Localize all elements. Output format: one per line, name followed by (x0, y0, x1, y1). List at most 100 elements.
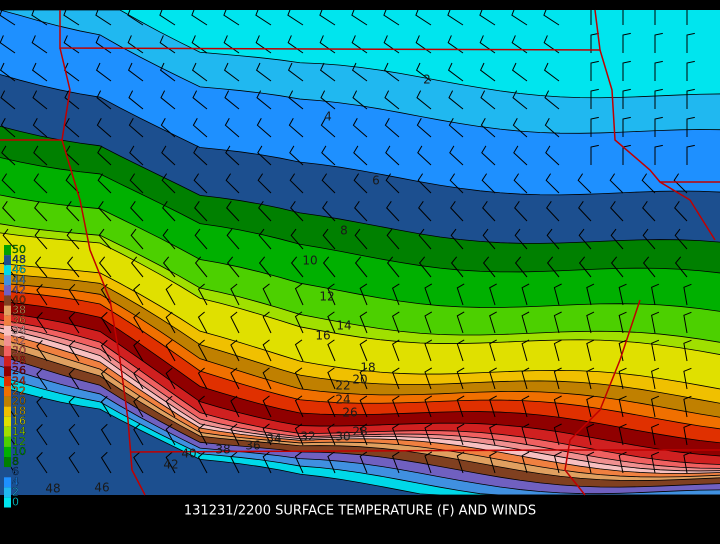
wind-barb (327, 339, 336, 362)
wind-barb (578, 256, 592, 278)
legend-swatch (4, 366, 11, 377)
wind-barb (319, 7, 336, 26)
wind-barb (258, 256, 272, 278)
wind-barb (424, 423, 433, 446)
legend-label: 32 (12, 334, 26, 347)
wind-barb (654, 4, 663, 25)
legend-swatch (4, 497, 11, 508)
wind-barb (33, 145, 48, 166)
wind-barb (165, 283, 176, 306)
legend-label: 48 (12, 253, 26, 266)
wind-barb (674, 201, 688, 222)
wind-barb (223, 62, 240, 82)
wind-barb (165, 395, 176, 418)
wind-barb (479, 7, 496, 26)
temperature-band (0, 74, 720, 244)
legend-label: 42 (12, 283, 26, 296)
legend-swatch (4, 335, 11, 346)
wind-barb (385, 173, 400, 194)
wind-barb (127, 7, 144, 26)
contour-label: 46 (94, 481, 109, 495)
wind-barb (223, 35, 240, 54)
wind-barb (191, 7, 208, 26)
wind-barb (34, 256, 48, 278)
wind-barb (133, 451, 144, 474)
wind-barb (31, 35, 48, 54)
wind-barb (290, 201, 304, 222)
contour-line (0, 125, 720, 244)
wind-barb (674, 256, 688, 278)
wind-barb (553, 395, 562, 418)
wind-barb (618, 311, 627, 334)
temperature-band (0, 10, 720, 195)
wind-barb (160, 117, 176, 138)
legend-label: 14 (12, 425, 26, 438)
wind-barb (98, 256, 112, 278)
wind-barb (683, 423, 692, 446)
wind-barb (651, 283, 660, 306)
wind-barb (258, 228, 272, 250)
wind-barb (197, 339, 208, 362)
wind-barb (100, 395, 112, 418)
wind-barb (418, 201, 432, 222)
contour-label: 6 (372, 174, 380, 188)
wind-barb (98, 201, 112, 222)
wind-barb (165, 423, 176, 446)
temperature-band (0, 366, 720, 495)
wind-barb (1, 173, 16, 194)
legend-swatch (4, 376, 11, 387)
color-legend: 5048464442403836343230282624222018161412… (4, 243, 26, 509)
temperature-band (0, 223, 720, 355)
temperature-band (0, 10, 720, 134)
legend-label: 8 (12, 455, 19, 468)
wind-barb (197, 311, 208, 334)
wind-barb (100, 367, 112, 390)
wind-barb (165, 339, 176, 362)
wind-barb (586, 367, 595, 390)
wind-barb (586, 283, 595, 306)
legend-label: 38 (12, 304, 26, 317)
legend-swatch (4, 325, 11, 336)
wind-barb (586, 339, 595, 362)
wind-barb (359, 451, 368, 474)
wind-barb (130, 228, 144, 250)
wind-barb (618, 367, 627, 390)
wind-barb (96, 90, 112, 110)
temperature-band (0, 273, 720, 418)
wind-barb (66, 228, 80, 250)
legend-label: 46 (12, 263, 26, 276)
wind-barb (100, 283, 112, 306)
wind-barb (514, 201, 528, 222)
wind-barb (482, 201, 496, 222)
wind-barb (683, 311, 692, 334)
wind-barb (96, 117, 112, 138)
contour-label: 4 (324, 110, 332, 124)
contour-label: 48 (45, 482, 60, 496)
wind-barb (622, 4, 631, 25)
wind-barb (383, 62, 400, 82)
wind-barb (256, 117, 272, 138)
wind-barb (287, 62, 304, 82)
wind-barb (642, 256, 656, 278)
wind-barb (590, 116, 599, 137)
wind-barb (225, 145, 240, 166)
wind-barb (351, 7, 368, 26)
wind-barb (294, 283, 304, 306)
wind-barb (654, 144, 663, 165)
legend-swatch (4, 285, 11, 296)
wind-barb (36, 396, 48, 418)
wind-barb (66, 256, 80, 278)
wind-barb (133, 283, 144, 306)
wind-barb (553, 367, 562, 390)
wind-barb (424, 339, 433, 362)
wind-barb (36, 340, 48, 362)
border (59, 47, 146, 496)
legend-label: 0 (12, 496, 19, 509)
wind-barb (197, 395, 208, 418)
wind-barb (543, 62, 560, 82)
wind-barb (0, 7, 16, 26)
wind-barbs (0, 4, 695, 474)
wind-barb (223, 7, 240, 26)
wind-barb (642, 228, 656, 250)
wind-barb (590, 88, 599, 109)
